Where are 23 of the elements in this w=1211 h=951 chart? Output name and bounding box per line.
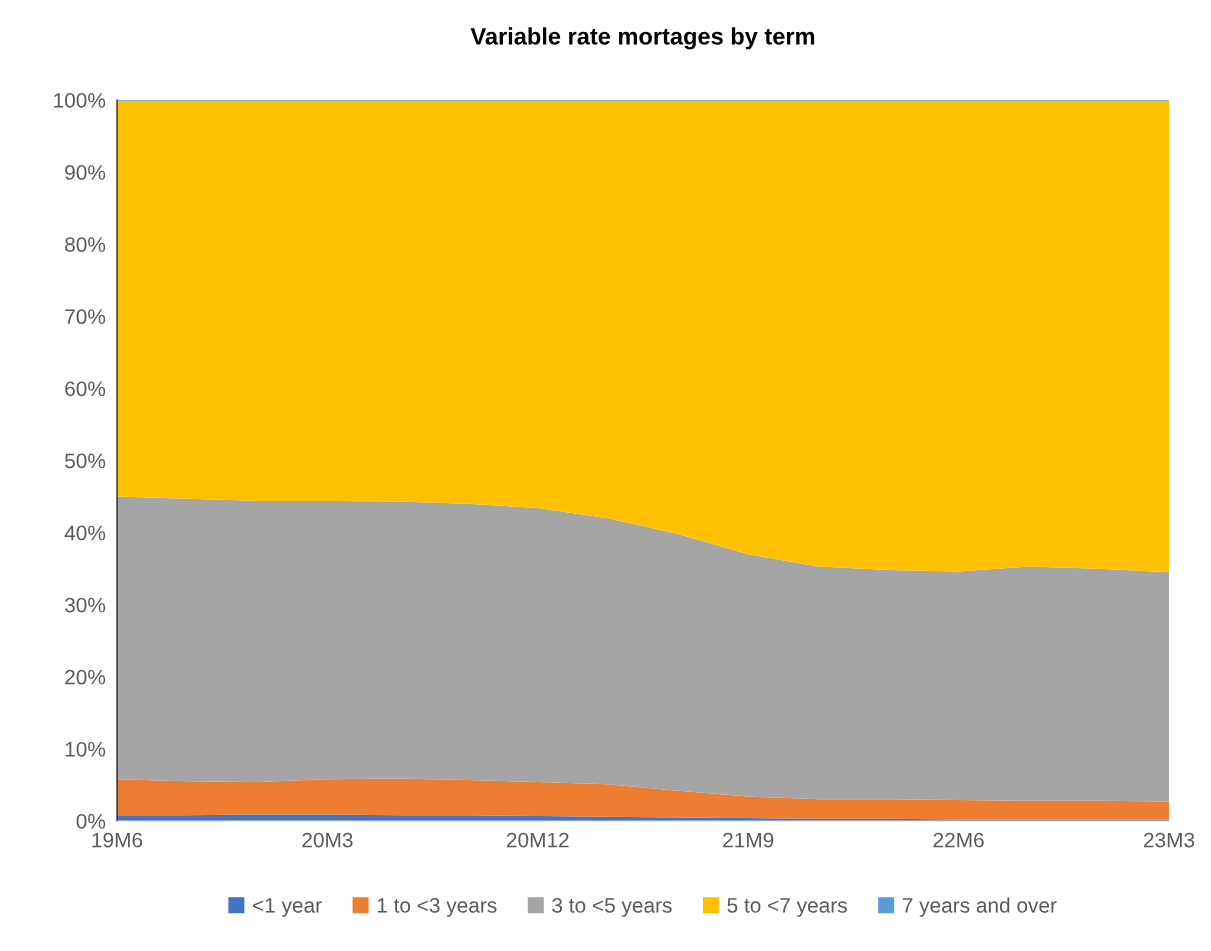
y-tick-label: 20% — [65, 669, 106, 685]
y-tick-label: 80% — [65, 237, 106, 252]
y-tick-label: 10% — [65, 741, 106, 757]
x-tick-label: 22M6 — [933, 832, 984, 848]
legend-label: 7 years and over — [902, 897, 1057, 917]
y-tick-label: 40% — [64, 525, 106, 541]
legend-label: 1 to <3 years — [377, 897, 497, 917]
y-tick-label: 0% — [76, 814, 106, 829]
legend-label: 3 to <5 years — [552, 897, 672, 917]
y-tick-label: 50% — [65, 453, 106, 469]
y-tick-label: 90% — [65, 165, 106, 180]
x-tick-label: 21M9 — [723, 832, 774, 848]
x-tick-label: 20M3 — [302, 832, 353, 848]
y-tick-label: 100% — [54, 93, 106, 108]
x-tick-label: 23M3 — [1143, 832, 1195, 848]
y-tick-label: 30% — [64, 597, 106, 613]
y-tick-label: 60% — [65, 381, 106, 397]
x-tick-label: 20M12 — [507, 832, 569, 848]
chart-title: Variable rate mortages by term — [470, 27, 815, 50]
x-tick-label: 19M6 — [92, 832, 143, 848]
y-tick-label: 70% — [65, 309, 106, 325]
legend-label: <1 year — [253, 898, 322, 917]
legend-label: 5 to <7 years — [727, 898, 847, 917]
